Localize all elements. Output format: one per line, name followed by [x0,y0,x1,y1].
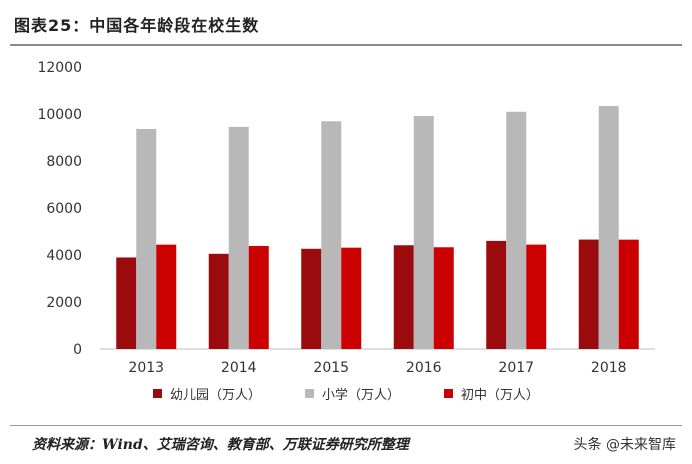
watermark-text: 头条 @未来智库 [573,437,676,453]
x-tick-label: 2017 [498,360,534,376]
y-tick-label: 4000 [46,248,82,264]
x-tick-label: 2016 [406,360,442,376]
bar-junior-2014 [248,245,269,349]
legend-label-primary: 小学（万人） [321,388,400,403]
bar-kindergarten-2014 [208,253,229,349]
bar-chart: 0 2000 4000 6000 8000 10000 12000 2013 2014 2015 2… [37,60,655,376]
bar-junior-2018 [618,239,639,349]
x-tick-label: 2014 [221,360,257,376]
source-divider [10,425,682,426]
bar-kindergarten-2018 [578,239,599,349]
legend-item-kindergarten: 幼儿园（万人） [152,384,261,403]
legend-swatch-junior [444,389,453,398]
bar-kindergarten-2013 [116,257,137,349]
bar-primary-2016 [413,116,434,350]
legend-item-primary: 小学（万人） [304,384,400,403]
bar-junior-2013 [156,244,177,349]
source-note: 资料来源：Wind、艾瑞咨询、教育部、万联证券研究所整理 [32,437,409,453]
y-tick-label: 12000 [37,60,82,76]
x-tick-label: 2013 [128,360,164,376]
bar-primary-2018 [598,106,619,349]
legend-label-junior: 初中（万人） [461,388,540,403]
y-tick-label: 0 [73,342,82,358]
x-tick-label: 2018 [591,360,627,376]
bar-kindergarten-2015 [301,248,322,349]
legend-swatch-primary [304,389,314,398]
bar-junior-2017 [526,244,547,349]
y-tick-label: 10000 [37,107,82,123]
bar-primary-2013 [136,129,157,349]
bar-primary-2014 [228,126,249,350]
legend-item-junior: 初中（万人） [444,384,539,403]
bar-kindergarten-2017 [486,240,507,349]
bar-junior-2015 [341,247,362,349]
x-tick-label: 2015 [313,360,349,376]
legend-label-kindergarten: 幼儿园（万人） [169,388,261,403]
y-tick-label: 8000 [46,154,82,170]
chart-legend: 幼儿园（万人） 小学（万人） 初中（万人） [0,384,692,403]
bar-primary-2015 [321,121,342,349]
bar-kindergarten-2016 [393,245,414,349]
y-tick-label: 6000 [46,201,82,217]
figure-title: 图表25：中国各年龄段在校生数 [14,16,260,35]
bar-junior-2016 [433,247,454,349]
y-tick-label: 2000 [46,295,82,311]
legend-swatch-kindergarten [152,389,162,398]
bar-primary-2017 [506,111,527,349]
title-divider [10,44,682,46]
